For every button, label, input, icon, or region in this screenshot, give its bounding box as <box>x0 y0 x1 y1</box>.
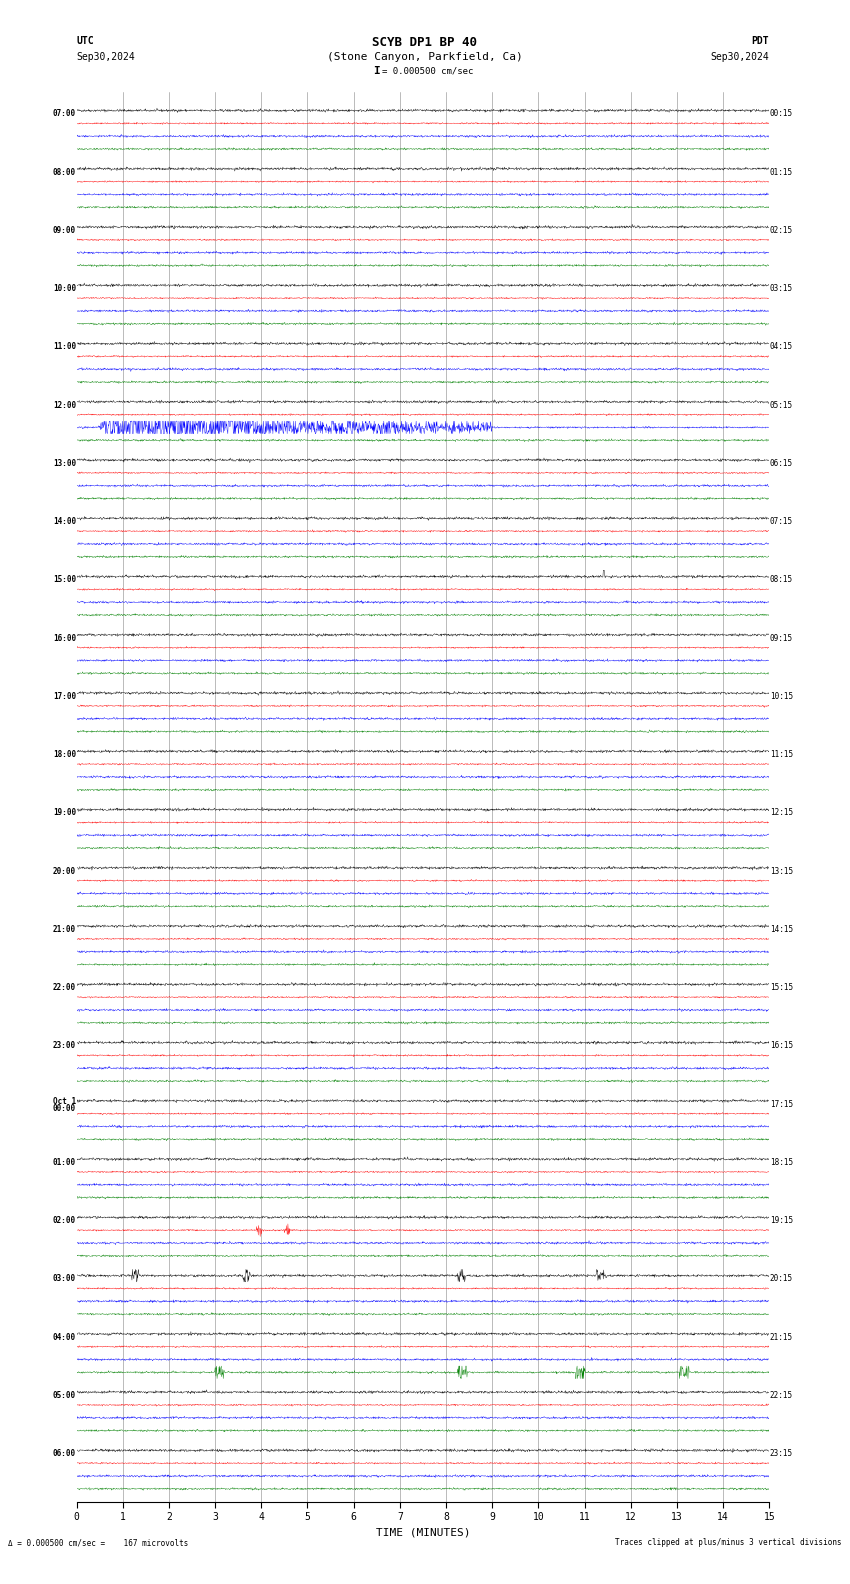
Text: (Stone Canyon, Parkfield, Ca): (Stone Canyon, Parkfield, Ca) <box>327 52 523 62</box>
Text: 04:15: 04:15 <box>770 342 793 352</box>
Text: 10:00: 10:00 <box>53 284 76 293</box>
Text: Δ = 0.000500 cm/sec =    167 microvolts: Δ = 0.000500 cm/sec = 167 microvolts <box>8 1538 189 1548</box>
Text: Sep30,2024: Sep30,2024 <box>76 52 135 62</box>
Text: 20:00: 20:00 <box>53 866 76 876</box>
Text: 18:00: 18:00 <box>53 751 76 759</box>
Text: 22:15: 22:15 <box>770 1391 793 1400</box>
Text: 14:15: 14:15 <box>770 925 793 935</box>
Text: PDT: PDT <box>751 36 769 46</box>
Text: Traces clipped at plus/minus 3 vertical divisions: Traces clipped at plus/minus 3 vertical … <box>615 1538 842 1548</box>
Text: 23:15: 23:15 <box>770 1449 793 1459</box>
Text: 19:00: 19:00 <box>53 808 76 817</box>
Text: 14:00: 14:00 <box>53 516 76 526</box>
Text: 05:00: 05:00 <box>53 1391 76 1400</box>
Text: UTC: UTC <box>76 36 94 46</box>
Text: 13:15: 13:15 <box>770 866 793 876</box>
Text: 12:00: 12:00 <box>53 401 76 410</box>
Text: 09:15: 09:15 <box>770 634 793 643</box>
Text: SCYB DP1 BP 40: SCYB DP1 BP 40 <box>372 36 478 49</box>
Text: I: I <box>373 67 380 76</box>
Text: 15:15: 15:15 <box>770 984 793 992</box>
Text: 21:15: 21:15 <box>770 1332 793 1342</box>
Text: 15:00: 15:00 <box>53 575 76 584</box>
Text: 06:00: 06:00 <box>53 1449 76 1459</box>
Text: 12:15: 12:15 <box>770 808 793 817</box>
X-axis label: TIME (MINUTES): TIME (MINUTES) <box>376 1527 470 1538</box>
Text: 03:00: 03:00 <box>53 1275 76 1283</box>
Text: 08:15: 08:15 <box>770 575 793 584</box>
Text: 07:15: 07:15 <box>770 516 793 526</box>
Text: 08:00: 08:00 <box>53 168 76 176</box>
Text: Sep30,2024: Sep30,2024 <box>711 52 769 62</box>
Text: 23:00: 23:00 <box>53 1041 76 1050</box>
Text: 01:00: 01:00 <box>53 1158 76 1167</box>
Text: 07:00: 07:00 <box>53 109 76 119</box>
Text: 09:00: 09:00 <box>53 227 76 234</box>
Text: 10:15: 10:15 <box>770 692 793 700</box>
Text: 00:00: 00:00 <box>53 1104 76 1114</box>
Text: 16:15: 16:15 <box>770 1041 793 1050</box>
Text: 11:15: 11:15 <box>770 751 793 759</box>
Text: 06:15: 06:15 <box>770 459 793 467</box>
Text: 17:15: 17:15 <box>770 1099 793 1109</box>
Text: 13:00: 13:00 <box>53 459 76 467</box>
Text: 05:15: 05:15 <box>770 401 793 410</box>
Text: 16:00: 16:00 <box>53 634 76 643</box>
Text: 17:00: 17:00 <box>53 692 76 700</box>
Text: 03:15: 03:15 <box>770 284 793 293</box>
Text: 04:00: 04:00 <box>53 1332 76 1342</box>
Text: 19:15: 19:15 <box>770 1217 793 1224</box>
Text: = 0.000500 cm/sec: = 0.000500 cm/sec <box>382 67 474 76</box>
Text: 02:15: 02:15 <box>770 227 793 234</box>
Text: 11:00: 11:00 <box>53 342 76 352</box>
Text: 01:15: 01:15 <box>770 168 793 176</box>
Text: 02:00: 02:00 <box>53 1217 76 1224</box>
Text: Oct 1: Oct 1 <box>53 1096 76 1106</box>
Text: 00:15: 00:15 <box>770 109 793 119</box>
Text: 21:00: 21:00 <box>53 925 76 935</box>
Text: 20:15: 20:15 <box>770 1275 793 1283</box>
Text: 18:15: 18:15 <box>770 1158 793 1167</box>
Text: 22:00: 22:00 <box>53 984 76 992</box>
